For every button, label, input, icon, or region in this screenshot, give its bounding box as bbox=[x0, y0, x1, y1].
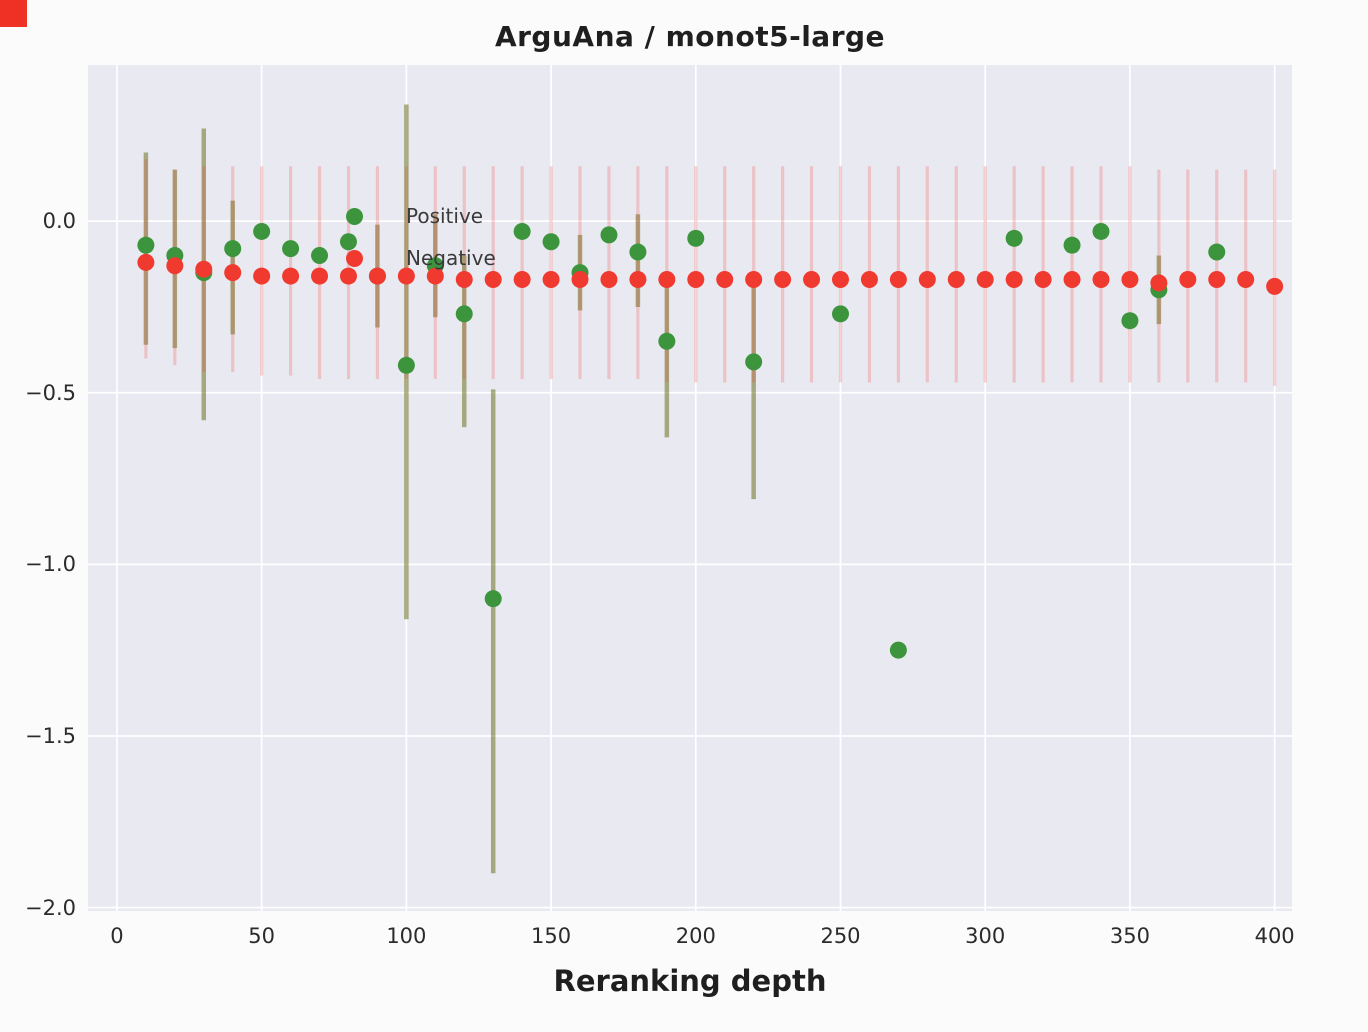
x-tick-label: 100 bbox=[386, 924, 427, 948]
data-point-negative bbox=[195, 260, 213, 278]
data-point-positive bbox=[484, 590, 502, 608]
data-point-negative bbox=[629, 271, 647, 289]
corner-red-artifact bbox=[0, 0, 27, 27]
data-point-positive bbox=[658, 332, 676, 350]
y-tick-label: −2.0 bbox=[25, 895, 76, 920]
y-tick-label: −1.0 bbox=[25, 552, 76, 577]
data-point-negative bbox=[397, 267, 415, 285]
data-point-negative bbox=[1005, 271, 1023, 289]
data-point-negative bbox=[687, 271, 705, 289]
data-point-positive bbox=[600, 226, 618, 244]
data-point-negative bbox=[1034, 271, 1052, 289]
data-point-negative bbox=[658, 271, 676, 289]
y-tick-label: 0.0 bbox=[42, 209, 76, 234]
data-point-negative bbox=[716, 271, 734, 289]
legend: Positive Negative bbox=[346, 195, 496, 279]
data-point-negative bbox=[253, 267, 271, 285]
data-point-negative bbox=[224, 264, 242, 282]
data-point-negative bbox=[860, 271, 878, 289]
data-point-negative bbox=[137, 253, 155, 271]
data-point-negative bbox=[426, 267, 444, 285]
data-point-negative bbox=[455, 271, 473, 289]
data-point-positive bbox=[455, 305, 473, 323]
data-point-positive bbox=[137, 236, 155, 254]
data-point-positive bbox=[311, 246, 329, 264]
data-point-negative bbox=[947, 271, 965, 289]
data-point-negative bbox=[600, 271, 618, 289]
data-point-negative bbox=[311, 267, 329, 285]
x-tick-label: 250 bbox=[820, 924, 861, 948]
data-point-negative bbox=[889, 271, 907, 289]
data-point-positive bbox=[1063, 236, 1081, 254]
data-point-negative bbox=[774, 271, 792, 289]
x-tick-label: 0 bbox=[110, 924, 124, 948]
data-point-negative bbox=[571, 271, 589, 289]
data-point-negative bbox=[1150, 274, 1168, 292]
y-tick-label: −0.5 bbox=[25, 380, 76, 405]
x-tick-label: 50 bbox=[248, 924, 275, 948]
legend-marker-negative-icon bbox=[346, 249, 363, 267]
data-point-positive bbox=[1092, 222, 1110, 240]
x-tick-label: 400 bbox=[1254, 924, 1295, 948]
data-point-negative bbox=[832, 271, 849, 289]
x-axis-title: Reranking depth bbox=[553, 964, 827, 998]
data-point-positive bbox=[1208, 243, 1226, 261]
positive-points bbox=[137, 222, 1226, 659]
plot-background bbox=[88, 65, 1292, 911]
data-point-positive bbox=[1005, 229, 1023, 247]
data-point-positive bbox=[832, 305, 849, 323]
data-point-positive bbox=[1121, 312, 1139, 330]
data-point-positive bbox=[397, 356, 415, 374]
data-point-negative bbox=[1121, 271, 1139, 289]
x-tick-label: 350 bbox=[1109, 924, 1150, 948]
data-point-negative bbox=[513, 271, 531, 289]
negative-points bbox=[137, 253, 1284, 295]
data-point-negative bbox=[484, 271, 502, 289]
data-point-negative bbox=[1092, 271, 1110, 289]
data-point-positive bbox=[513, 222, 531, 240]
legend-label-positive: Positive bbox=[406, 204, 484, 228]
data-point-positive bbox=[687, 229, 705, 247]
data-point-negative bbox=[803, 271, 821, 289]
data-point-negative bbox=[1063, 271, 1081, 289]
legend-entry-positive: Positive bbox=[346, 195, 496, 237]
data-point-negative bbox=[542, 271, 560, 289]
data-point-negative bbox=[918, 271, 936, 289]
data-point-positive bbox=[339, 233, 357, 251]
legend-marker-positive-icon bbox=[346, 207, 363, 225]
data-point-negative bbox=[1266, 277, 1284, 295]
plot-area: Positive Negative bbox=[88, 65, 1292, 911]
x-tick-label: 300 bbox=[965, 924, 1006, 948]
data-point-positive bbox=[745, 353, 763, 371]
data-point-positive bbox=[253, 222, 271, 240]
data-point-negative bbox=[339, 267, 357, 285]
data-point-positive bbox=[629, 243, 647, 261]
legend-entry-negative: Negative bbox=[346, 237, 496, 279]
data-point-negative bbox=[166, 257, 184, 275]
data-point-positive bbox=[224, 240, 242, 258]
chart-title: ArguAna / monot5-large bbox=[494, 20, 886, 53]
y-tick-label: −1.5 bbox=[25, 723, 76, 748]
x-tick-label: 150 bbox=[531, 924, 572, 948]
gridlines bbox=[88, 65, 1292, 911]
data-point-negative bbox=[745, 271, 763, 289]
plot-canvas bbox=[88, 65, 1292, 911]
data-point-negative bbox=[282, 267, 300, 285]
data-point-positive bbox=[542, 233, 560, 251]
legend-label-negative: Negative bbox=[406, 246, 496, 270]
data-point-negative bbox=[1208, 271, 1226, 289]
data-point-positive bbox=[282, 240, 300, 258]
data-point-positive bbox=[889, 641, 907, 659]
data-point-negative bbox=[368, 267, 386, 285]
x-tick-label: 200 bbox=[675, 924, 716, 948]
data-point-negative bbox=[1237, 271, 1255, 289]
data-point-negative bbox=[1179, 271, 1197, 289]
data-point-negative bbox=[976, 271, 994, 289]
